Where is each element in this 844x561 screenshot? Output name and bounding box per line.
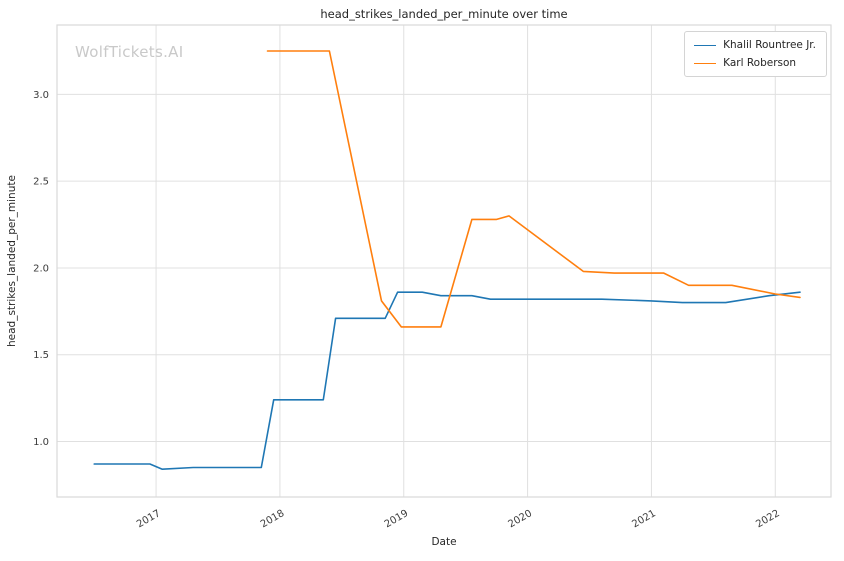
y-tick-label: 1.5 xyxy=(33,350,49,361)
legend: Khalil Rountree Jr. Karl Roberson xyxy=(684,31,827,77)
x-tick-label: 2022 xyxy=(754,508,782,530)
legend-line-swatch xyxy=(694,62,717,64)
legend-label: Khalil Rountree Jr. xyxy=(723,39,816,51)
x-tick-label: 2017 xyxy=(135,508,163,530)
x-tick-label: 2019 xyxy=(383,508,411,530)
y-tick-label: 1.0 xyxy=(33,437,49,448)
legend-label: Karl Roberson xyxy=(723,57,797,69)
x-tick-label: 2018 xyxy=(259,508,287,530)
x-axis-label: Date xyxy=(431,536,457,548)
y-tick-label: 2.5 xyxy=(33,177,49,188)
plot-background xyxy=(57,25,831,497)
x-tick-label: 2021 xyxy=(630,508,658,530)
series-line xyxy=(93,291,801,471)
watermark: WolfTickets.AI xyxy=(75,43,184,61)
y-tick-label: 2.0 xyxy=(33,263,49,274)
axes-border xyxy=(56,24,832,498)
chart-title: head_strikes_landed_per_minute over time xyxy=(320,7,568,21)
legend-item: Karl Roberson xyxy=(694,57,816,69)
legend-item: Khalil Rountree Jr. xyxy=(694,39,816,51)
series-line xyxy=(266,50,801,328)
legend-line-swatch xyxy=(694,44,717,46)
y-axis-label: head_strikes_landed_per_minute xyxy=(6,175,18,347)
x-tick-label: 2020 xyxy=(507,508,535,530)
y-tick-label: 3.0 xyxy=(33,90,49,101)
